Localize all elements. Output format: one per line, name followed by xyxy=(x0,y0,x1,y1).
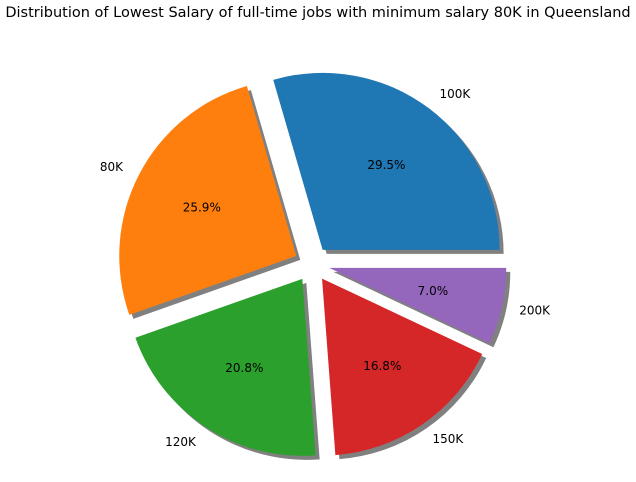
pie-slice-80K xyxy=(119,85,297,315)
pct-label-80K: 25.9% xyxy=(183,200,221,214)
chart-title: Distribution of Lowest Salary of full-ti… xyxy=(5,5,631,21)
pie-slice-100K xyxy=(273,72,500,250)
slice-label-80K: 80K xyxy=(100,160,124,174)
slice-label-120K: 120K xyxy=(165,435,197,449)
pct-label-120K: 20.8% xyxy=(225,361,263,375)
pie-slice-150K xyxy=(322,278,483,456)
pie-slice-200K xyxy=(329,267,507,344)
pct-label-100K: 29.5% xyxy=(367,158,405,172)
pct-label-150K: 16.8% xyxy=(363,359,401,373)
slice-label-150K: 150K xyxy=(432,432,464,446)
pct-label-200K: 7.0% xyxy=(418,284,449,298)
pie-slice-120K xyxy=(135,278,316,456)
slice-label-200K: 200K xyxy=(519,303,551,317)
slice-label-100K: 100K xyxy=(440,87,472,101)
